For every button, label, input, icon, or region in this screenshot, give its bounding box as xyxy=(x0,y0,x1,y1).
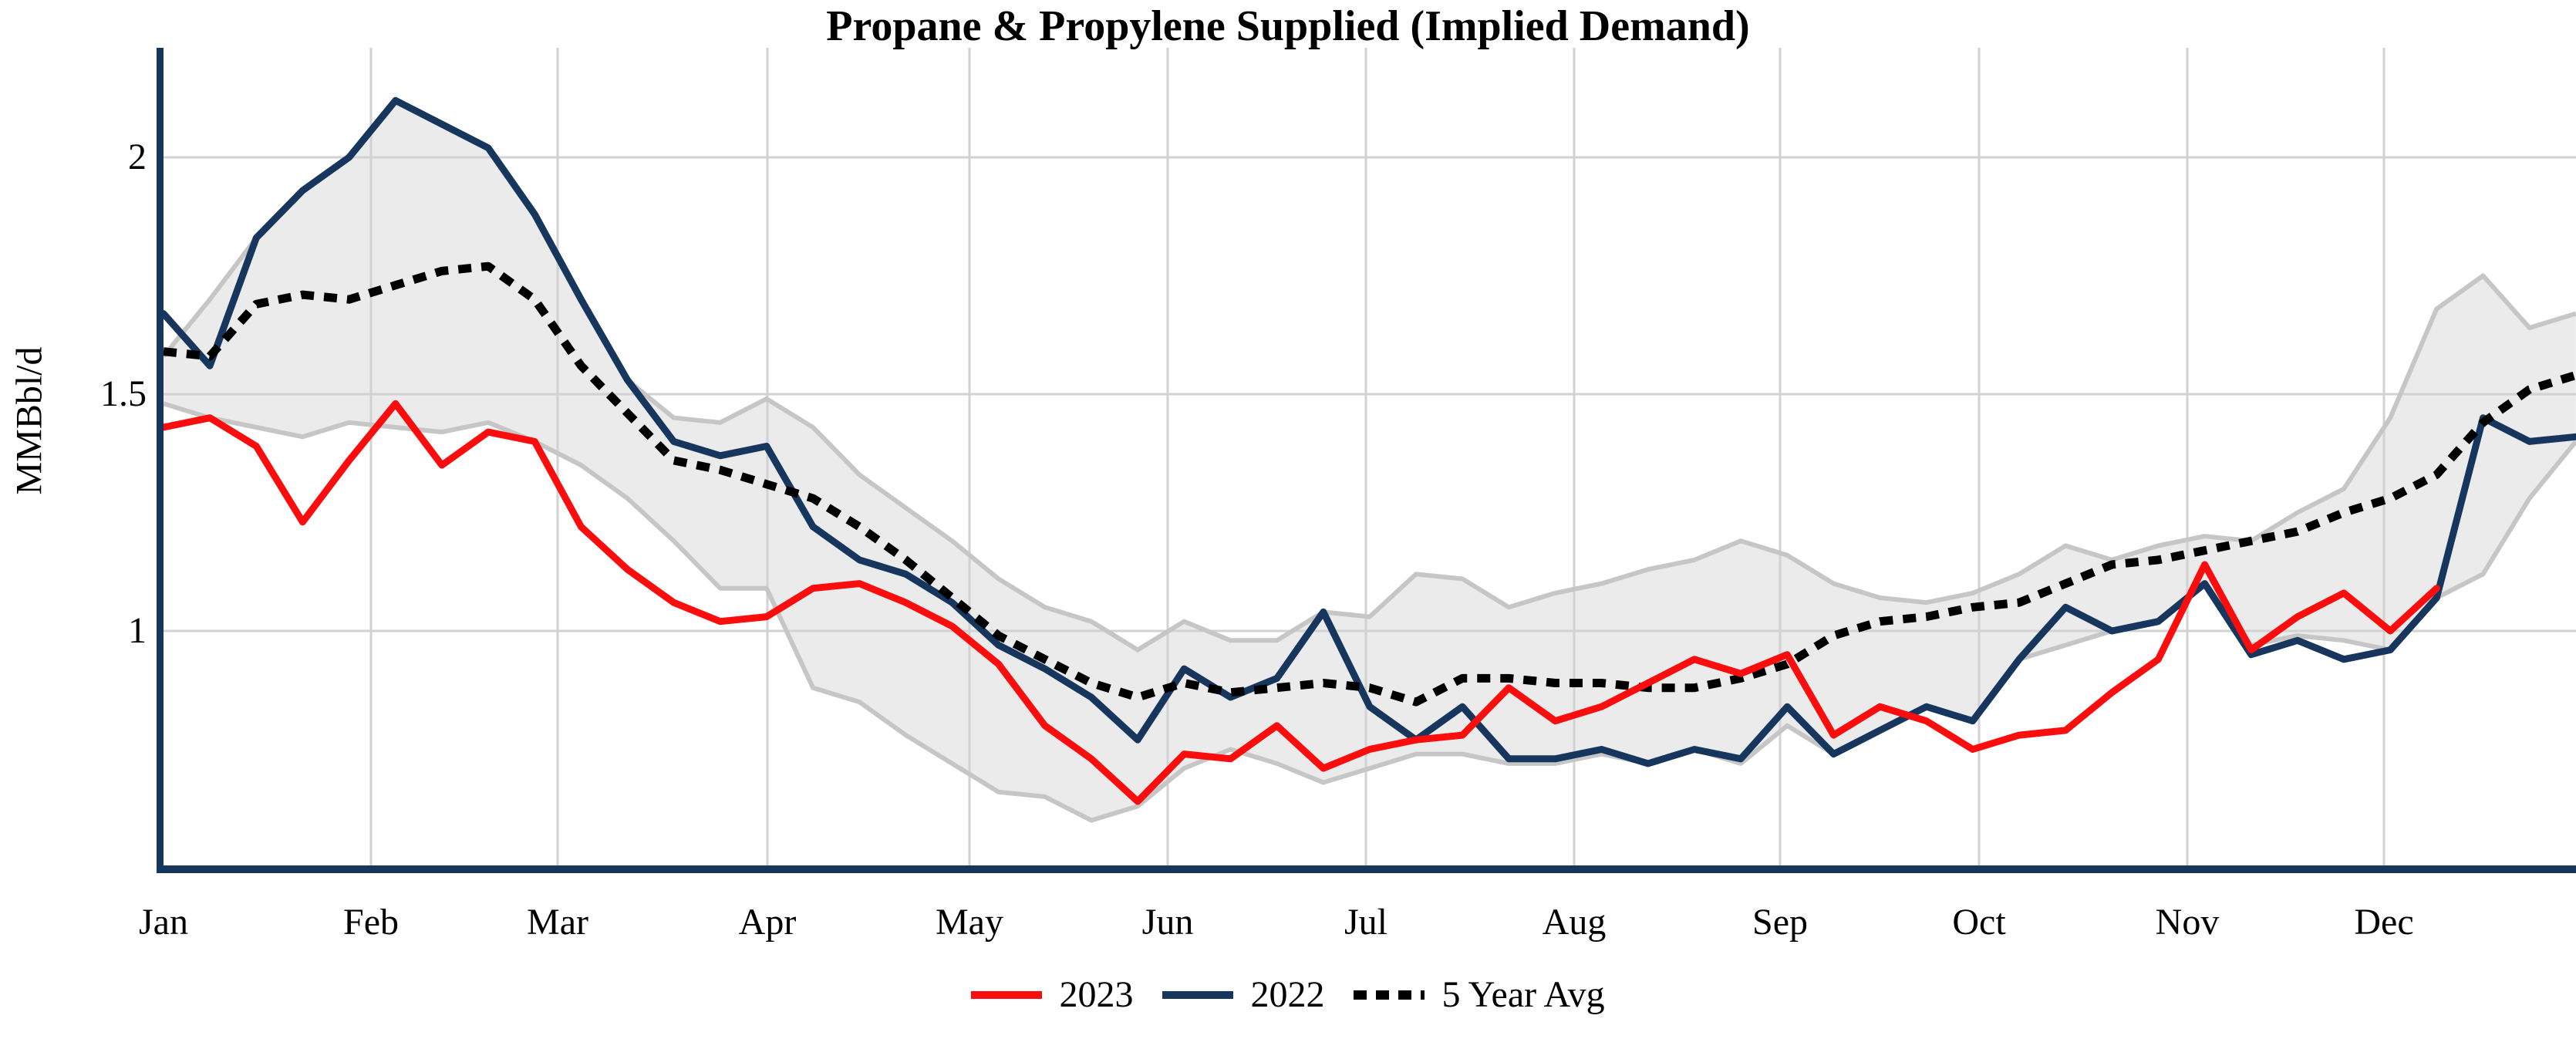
y-tick-label-1.5: 1.5 xyxy=(100,373,147,414)
x-tick-label-Nov: Nov xyxy=(2155,902,2220,943)
x-tick-label-Aug: Aug xyxy=(1542,902,1607,943)
x-tick-label-Sep: Sep xyxy=(1752,902,1808,943)
y-axis-label: MMBbl/d xyxy=(8,346,50,495)
x-tick-label-May: May xyxy=(936,902,1003,943)
x-tick-label-Mar: Mar xyxy=(527,902,588,943)
series-5yr-avg-dotted-line xyxy=(163,261,2576,707)
legend-label-5yr-avg: 5 Year Avg xyxy=(1441,974,1605,1015)
legend-item-5yr-avg: 5 Year Avg xyxy=(1354,973,1605,1016)
legend-item-2023: 2023 xyxy=(971,973,1133,1016)
chart-legend: 2023 2022 5 Year Avg xyxy=(0,973,2576,1016)
x-tick-label-Jun: Jun xyxy=(1141,902,1194,943)
legend-swatch-2023-line xyxy=(971,990,1043,999)
x-tick-label-Jan: Jan xyxy=(139,902,188,943)
x-tick-label-Apr: Apr xyxy=(738,902,797,943)
x-tick-label-Feb: Feb xyxy=(343,902,399,943)
legend-label-2023: 2023 xyxy=(1059,974,1134,1015)
x-tick-label-Oct: Oct xyxy=(1952,902,2006,943)
chart-title: Propane & Propylene Supplied (Implied De… xyxy=(826,2,1750,50)
series-2022-line xyxy=(160,96,2576,767)
y-tick-label-1: 1 xyxy=(128,610,147,651)
legend-swatch-2022-line xyxy=(1162,990,1234,999)
y-axis-line xyxy=(157,48,164,873)
legend-item-2022: 2022 xyxy=(1162,973,1324,1016)
x-tick-label-Jul: Jul xyxy=(1344,902,1387,943)
x-axis-line xyxy=(157,865,2576,873)
legend-swatch-5yr-dotted-line xyxy=(1354,990,1425,1000)
x-tick-label-Dec: Dec xyxy=(2354,902,2414,943)
five-year-range-band xyxy=(164,100,2576,821)
y-tick-label-2: 2 xyxy=(128,137,147,177)
legend-label-2022: 2022 xyxy=(1250,974,1325,1015)
series-2023-line xyxy=(160,400,2440,805)
